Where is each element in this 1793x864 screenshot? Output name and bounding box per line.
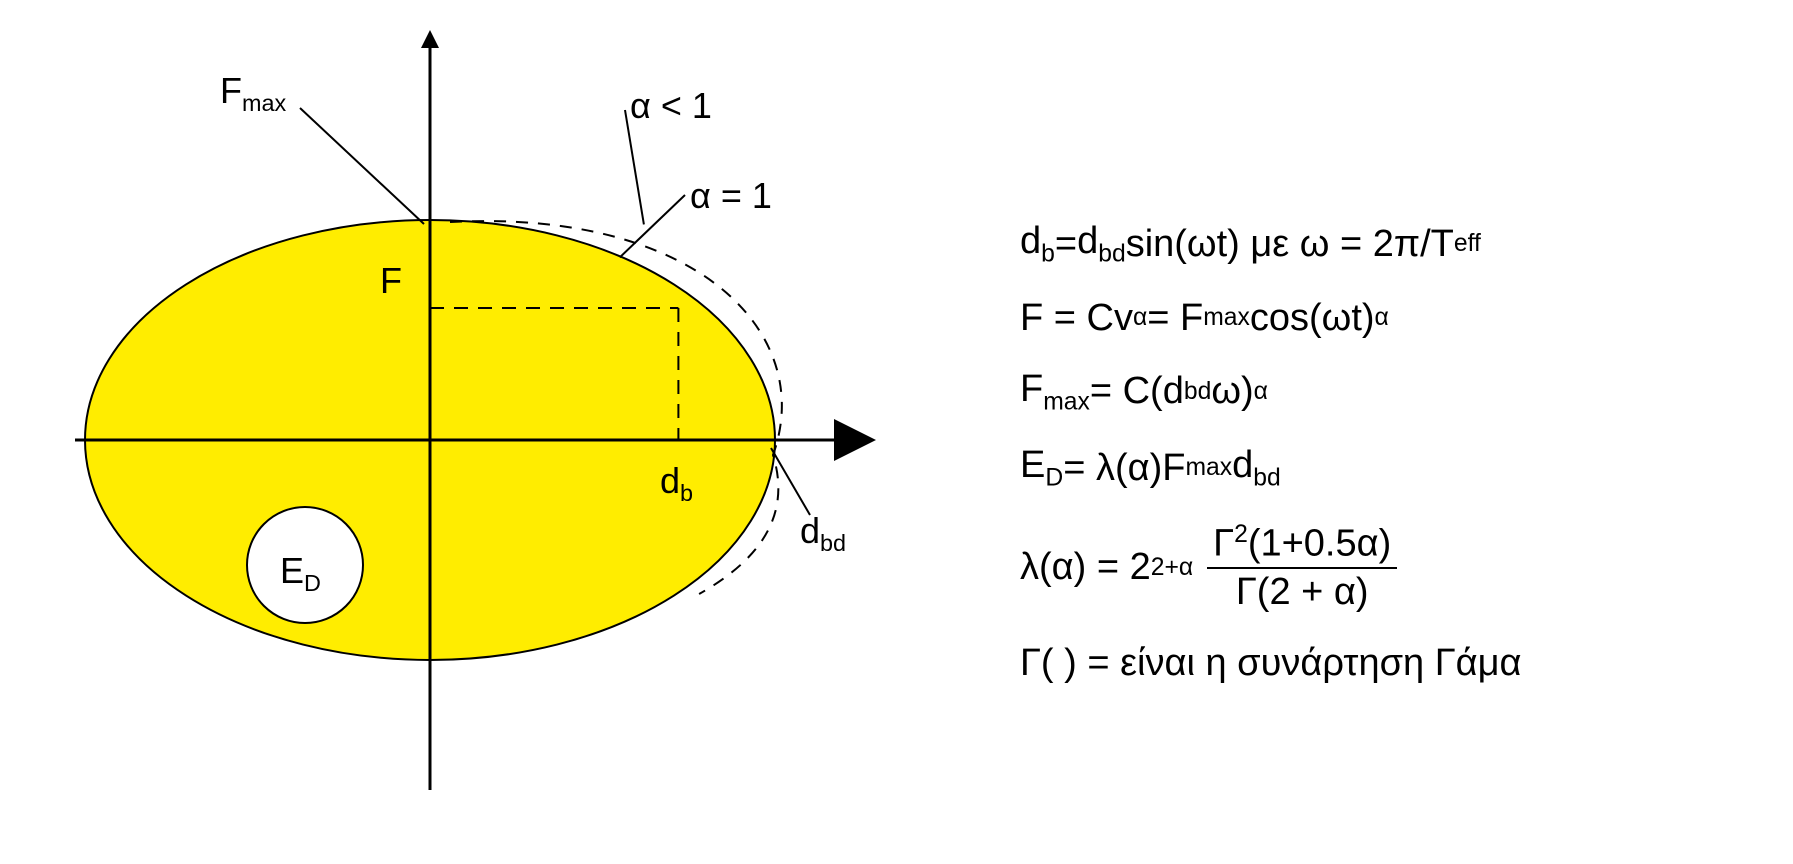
label-ed: ED [280, 550, 321, 597]
eq-db: db = dbd sin(ωt) με ω = 2π/Teff [1020, 220, 1750, 269]
hysteresis-diagram: Fmax α < 1 α = 1 F db dbd ED [50, 10, 950, 830]
eq3-lhs: Fmax [1020, 368, 1090, 417]
label-db: db [660, 460, 693, 507]
eq1-eq: = [1055, 223, 1077, 266]
eq3-tail: ω) [1211, 370, 1253, 413]
eq5-lhs: λ(α) = 2 [1020, 546, 1151, 589]
eq1-d: db [1020, 220, 1055, 269]
eq2-rhs: cos(ωt) [1250, 297, 1375, 340]
label-f: F [380, 260, 402, 302]
eq4-fmax-sub: max [1185, 454, 1232, 482]
eq-f: F = Cvα = Fmax cos(ωt)α [1020, 297, 1750, 340]
eq5-fraction: Γ2(1+0.5α) Γ(2 + α) [1207, 521, 1397, 615]
eq2-alpha: α [1133, 304, 1147, 332]
eq1-dbd: dbd [1077, 220, 1126, 269]
label-alpha-eq-1: α = 1 [690, 175, 772, 217]
label-dbd: dbd [800, 510, 846, 557]
eq-fmax: Fmax = C(dbd ω)α [1020, 368, 1750, 417]
eq3-dbd-sub: bd [1184, 378, 1211, 406]
eq4-d: dbd [1232, 444, 1281, 493]
eq5-num: Γ2(1+0.5α) [1207, 521, 1397, 570]
y-axis-arrow [421, 30, 439, 48]
label-fmax: Fmax [220, 70, 286, 117]
eq-gamma-note: Γ( ) = είναι η συνάρτηση Γάμα [1020, 642, 1750, 685]
eq-lambda: λ(α) = 22+α Γ2(1+0.5α) Γ(2 + α) [1020, 521, 1750, 615]
equations-block: db = dbd sin(ωt) με ω = 2π/Teff F = Cvα … [1020, 220, 1750, 713]
eq3-sup: α [1254, 378, 1268, 406]
eq2-fmax-sub: max [1203, 304, 1250, 332]
eq1-teff-sub: eff [1454, 230, 1481, 258]
pointer-alpha-lt-1 [625, 110, 644, 224]
eq-ed: ED = λ(α)Fmax dbd [1020, 444, 1750, 493]
pointer-alpha1 [620, 195, 685, 257]
eq3-mid: = C(d [1090, 370, 1184, 413]
eq4-lhs: ED [1020, 444, 1063, 493]
eq4-mid: = λ(α)F [1063, 447, 1185, 490]
eq5-den: Γ(2 + α) [1230, 569, 1375, 614]
pointer-dbd [771, 448, 810, 515]
eq2-lhs: F = Cv [1020, 297, 1133, 340]
pointer-fmax [300, 108, 424, 224]
eq2-mid: = F [1147, 297, 1203, 340]
eq1-sin: sin(ωt) με ω = 2π/T [1126, 223, 1454, 266]
label-alpha-lt-1: α < 1 [630, 85, 712, 127]
eq5-pow: 2+α [1151, 554, 1193, 582]
diagram-svg [50, 10, 950, 830]
eq2-rhs-sup: α [1375, 304, 1389, 332]
